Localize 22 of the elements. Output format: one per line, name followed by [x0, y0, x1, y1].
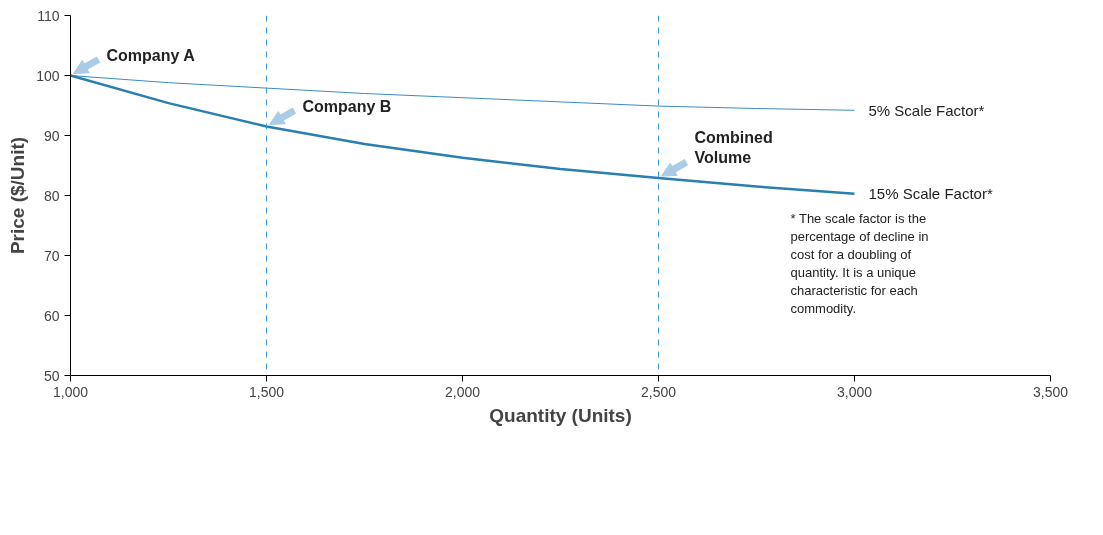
x-tick-label: 3,000: [836, 383, 873, 400]
x-tick-label: 1,000: [52, 383, 89, 400]
annotation: Combined Volume: [694, 128, 773, 167]
y-tick-label: 100: [36, 67, 60, 84]
y-tick-label: 60: [43, 307, 60, 324]
y-axis-title: Price ($/Unit): [7, 136, 29, 255]
x-tick-label: 2,000: [444, 383, 481, 400]
x-axis-title: Quantity (Units): [489, 404, 632, 426]
x-tick-label: 3,500: [1032, 383, 1069, 400]
line-series: [70, 74, 856, 195]
y-tick-label: 50: [43, 367, 60, 384]
x-tick-label: 1,500: [248, 383, 285, 400]
x-tick-label: 2,500: [640, 383, 677, 400]
y-tick-label: 110: [37, 7, 60, 24]
series-label: 5% Scale Factor*: [868, 101, 985, 119]
annotation: * The scale factor is the percentage of decline in cost for a doubling of quantity. It is a unique characteristic for each commodity.: [790, 210, 929, 316]
series-label: 15% Scale Factor*: [868, 185, 993, 203]
annotation: Company A: [106, 46, 196, 64]
y-tick-label: 80: [43, 187, 60, 204]
annotation: Company B: [302, 97, 392, 115]
y-tick-label: 70: [43, 247, 60, 264]
y-tick-label: 90: [43, 127, 60, 144]
